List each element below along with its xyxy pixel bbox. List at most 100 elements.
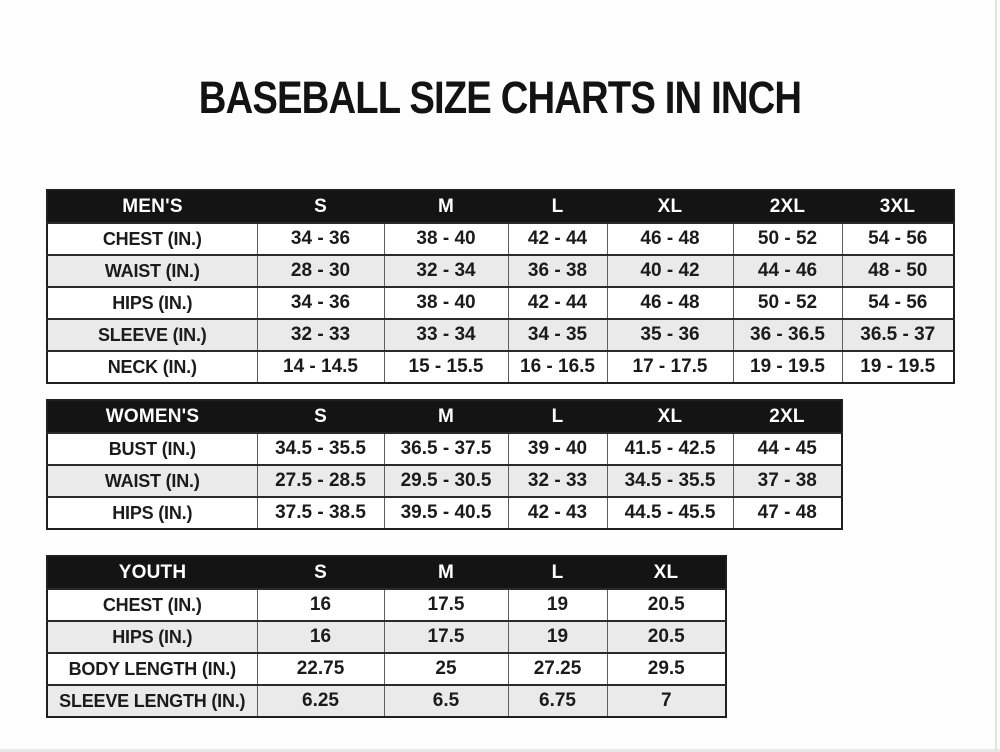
size-column-header: XL (607, 556, 726, 589)
size-value-cell: 29.5 - 30.5 (383, 464, 508, 497)
row-label: HIPS (IN.) (47, 496, 257, 529)
size-value-cell: 28 - 30 (256, 254, 384, 287)
table-row: BUST (IN.) 34.5 - 35.5 36.5 - 37.5 39 - … (47, 432, 842, 465)
table-name-header: WOMEN'S (47, 400, 257, 433)
size-value-cell: 25 (383, 652, 508, 685)
size-value-cell: 16 (256, 588, 384, 621)
size-value-cell: 37.5 - 38.5 (256, 496, 384, 529)
size-value-cell: 29.5 (606, 652, 726, 685)
size-column-header: XL (607, 400, 733, 433)
table-row: WAIST (IN.) 28 - 30 32 - 34 36 - 38 40 -… (47, 254, 954, 287)
table-name-header: MEN'S (47, 190, 257, 223)
table-row: SLEEVE LENGTH (IN.) 6.25 6.5 6.75 7 (47, 684, 726, 717)
size-value-cell: 54 - 56 (841, 222, 954, 255)
size-value-cell: 38 - 40 (383, 222, 508, 255)
size-value-cell: 42 - 44 (507, 222, 607, 255)
size-value-cell: 32 - 33 (256, 318, 384, 351)
table-name-header: YOUTH (47, 556, 257, 589)
row-label: CHEST (IN.) (47, 222, 257, 255)
row-label: SLEEVE LENGTH (IN.) (47, 684, 257, 717)
size-value-cell: 16 - 16.5 (507, 350, 607, 383)
size-column-header: L (508, 400, 607, 433)
page-title: BASEBALL SIZE CHARTS IN INCH (198, 72, 802, 123)
size-value-cell: 46 - 48 (606, 222, 733, 255)
size-column-header: 3XL (842, 190, 954, 223)
size-column-header: XL (607, 190, 733, 223)
table-row: CHEST (IN.) 16 17.5 19 20.5 (47, 588, 726, 621)
size-column-header: M (384, 556, 508, 589)
size-column-header: S (257, 400, 384, 433)
row-label: NECK (IN.) (47, 350, 257, 383)
mens-size-table: MEN'S S M L XL 2XL 3XL CHEST (IN.) 34 - … (46, 189, 955, 384)
size-value-cell: 37 - 38 (732, 464, 842, 497)
table-row: NECK (IN.) 14 - 14.5 15 - 15.5 16 - 16.5… (47, 350, 954, 383)
table-row: BODY LENGTH (IN.) 22.75 25 27.25 29.5 (47, 652, 726, 685)
size-value-cell: 19 (507, 588, 607, 621)
size-column-header: L (508, 556, 607, 589)
size-value-cell: 6.75 (507, 684, 607, 717)
size-column-header: M (384, 400, 508, 433)
size-value-cell: 40 - 42 (606, 254, 733, 287)
table-header-row: MEN'S S M L XL 2XL 3XL (47, 190, 954, 223)
row-label: SLEEVE (IN.) (47, 318, 257, 351)
size-value-cell: 14 - 14.5 (256, 350, 384, 383)
size-value-cell: 42 - 43 (507, 496, 607, 529)
image-edge-artifact-bottom (0, 749, 1000, 752)
size-value-cell: 17 - 17.5 (606, 350, 733, 383)
row-label: BUST (IN.) (47, 432, 257, 465)
size-value-cell: 39.5 - 40.5 (383, 496, 508, 529)
row-label: WAIST (IN.) (47, 464, 257, 497)
row-label: HIPS (IN.) (47, 620, 257, 653)
size-value-cell: 20.5 (606, 620, 726, 653)
size-column-header: M (384, 190, 508, 223)
size-value-cell: 22.75 (256, 652, 384, 685)
size-value-cell: 6.25 (256, 684, 384, 717)
size-value-cell: 36.5 - 37.5 (383, 432, 508, 465)
youth-size-table: YOUTH S M L XL CHEST (IN.) 16 17.5 19 20… (46, 555, 727, 718)
size-column-header: 2XL (733, 190, 842, 223)
table-header-row: WOMEN'S S M L XL 2XL (47, 400, 842, 433)
table-row: CHEST (IN.) 34 - 36 38 - 40 42 - 44 46 -… (47, 222, 954, 255)
size-value-cell: 19 - 19.5 (732, 350, 842, 383)
size-value-cell: 34 - 35 (507, 318, 607, 351)
womens-size-table: WOMEN'S S M L XL 2XL BUST (IN.) 34.5 - 3… (46, 399, 843, 530)
size-value-cell: 42 - 44 (507, 286, 607, 319)
size-value-cell: 27.5 - 28.5 (256, 464, 384, 497)
row-label: WAIST (IN.) (47, 254, 257, 287)
size-value-cell: 32 - 34 (383, 254, 508, 287)
size-column-header: L (508, 190, 607, 223)
size-value-cell: 36.5 - 37 (841, 318, 954, 351)
size-value-cell: 27.25 (507, 652, 607, 685)
size-value-cell: 6.5 (383, 684, 508, 717)
size-value-cell: 35 - 36 (606, 318, 733, 351)
size-value-cell: 17.5 (383, 620, 508, 653)
size-value-cell: 36 - 36.5 (732, 318, 842, 351)
size-value-cell: 44 - 46 (732, 254, 842, 287)
size-value-cell: 50 - 52 (732, 286, 842, 319)
size-value-cell: 15 - 15.5 (383, 350, 508, 383)
size-value-cell: 34.5 - 35.5 (256, 432, 384, 465)
row-label: BODY LENGTH (IN.) (47, 652, 257, 685)
size-value-cell: 33 - 34 (383, 318, 508, 351)
size-value-cell: 47 - 48 (732, 496, 842, 529)
row-label: HIPS (IN.) (47, 286, 257, 319)
size-value-cell: 19 (507, 620, 607, 653)
size-value-cell: 41.5 - 42.5 (606, 432, 733, 465)
size-column-header: 2XL (733, 400, 842, 433)
size-value-cell: 19 - 19.5 (841, 350, 954, 383)
image-edge-artifact-right (995, 0, 997, 752)
size-value-cell: 34.5 - 35.5 (606, 464, 733, 497)
size-value-cell: 46 - 48 (606, 286, 733, 319)
size-value-cell: 39 - 40 (507, 432, 607, 465)
size-value-cell: 36 - 38 (507, 254, 607, 287)
size-value-cell: 54 - 56 (841, 286, 954, 319)
table-row: HIPS (IN.) 16 17.5 19 20.5 (47, 620, 726, 653)
size-value-cell: 16 (256, 620, 384, 653)
size-value-cell: 34 - 36 (256, 286, 384, 319)
size-value-cell: 44.5 - 45.5 (606, 496, 733, 529)
size-value-cell: 50 - 52 (732, 222, 842, 255)
size-value-cell: 44 - 45 (732, 432, 842, 465)
row-label: CHEST (IN.) (47, 588, 257, 621)
size-value-cell: 20.5 (606, 588, 726, 621)
